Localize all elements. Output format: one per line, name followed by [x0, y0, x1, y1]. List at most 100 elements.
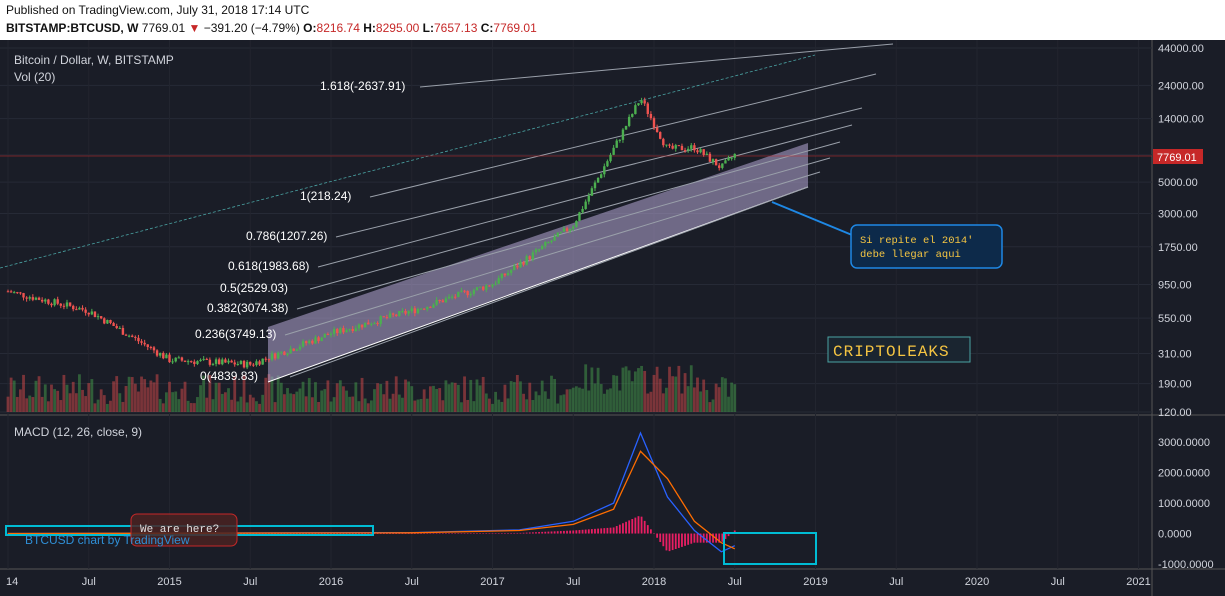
macd-histogram-bar: [472, 533, 475, 534]
volume-bar: [46, 401, 50, 412]
callout-box: [850, 224, 1003, 269]
volume-bar: [87, 383, 91, 412]
volume-bar: [354, 382, 358, 412]
candle-body: [376, 323, 379, 325]
volume-bar: [388, 398, 392, 412]
macd-histogram-bar: [538, 532, 540, 534]
volume-bar: [276, 375, 280, 412]
macd-histogram-bar: [649, 529, 652, 534]
volume-bar: [456, 384, 460, 412]
macd-histogram-bar: [488, 533, 491, 534]
candle-body: [289, 348, 292, 354]
macd-histogram-bar: [407, 533, 410, 534]
volume-bar: [205, 397, 209, 412]
volume-bar: [143, 379, 147, 412]
volume-bar: [37, 376, 41, 412]
volume-bar: [534, 391, 538, 412]
macd-histogram-bar: [547, 531, 550, 534]
macd-histogram-bar: [541, 531, 544, 534]
volume-bar: [373, 389, 376, 412]
macd-histogram-bar: [646, 525, 649, 534]
candle-body: [565, 228, 569, 231]
macd-histogram-bar: [594, 528, 596, 534]
volume-bar: [565, 389, 569, 412]
volume-bar: [696, 377, 699, 412]
volume-bar: [447, 384, 451, 412]
candle-body: [59, 303, 62, 306]
candle-body: [718, 165, 721, 168]
volume-bar: [401, 397, 404, 412]
candle-body: [469, 293, 472, 296]
macd-histogram-bar: [581, 529, 584, 534]
volume-bar: [56, 390, 60, 412]
candle-body: [463, 290, 466, 292]
candle-body: [649, 113, 653, 119]
volume-bar: [385, 380, 389, 412]
volume-bar: [630, 381, 634, 412]
volume-bar: [217, 382, 221, 412]
candle-body: [491, 284, 494, 287]
candle-body: [646, 103, 649, 114]
macd-histogram-bar: [364, 533, 367, 534]
candle-body: [214, 359, 218, 364]
candle-body: [84, 309, 87, 313]
macd-tick-label: 3000.0000: [1158, 437, 1210, 449]
volume-bar: [643, 370, 647, 412]
time-tick-label: Jul: [566, 576, 580, 588]
candle-body: [488, 285, 491, 287]
volume-bar: [559, 395, 563, 412]
fib-label: 0.236(3749.13): [195, 327, 276, 341]
candle-body: [379, 316, 382, 324]
volume-bar: [674, 376, 678, 412]
candle-body: [99, 316, 103, 319]
candle-body: [258, 361, 261, 365]
volume-bar: [304, 396, 308, 412]
volume-bar: [342, 386, 345, 412]
candle-body: [367, 322, 370, 325]
candle-body: [78, 307, 81, 310]
volume-bar: [428, 386, 432, 412]
high-label: H:: [363, 21, 376, 35]
volume-bar: [351, 396, 355, 412]
volume-bar: [133, 383, 137, 412]
macd-histogram-bar: [404, 533, 407, 534]
macd-tick-label: 0.0000: [1158, 529, 1192, 541]
macd-histogram-bar: [342, 533, 345, 534]
candle-body: [525, 256, 528, 265]
candle-body: [329, 333, 333, 335]
candle-body: [503, 273, 507, 276]
candle-body: [47, 299, 50, 304]
candle-body: [516, 265, 519, 268]
candle-body: [208, 359, 212, 365]
candle-body: [112, 323, 115, 327]
macd-histogram-bar: [302, 533, 304, 534]
volume-bar: [115, 376, 119, 412]
chart-canvas[interactable]: 0(4839.83) 0.236(3749.13) 0.382(3074.38) 0.…: [0, 40, 1225, 596]
volume-bar: [78, 374, 81, 412]
volume-bar: [543, 391, 547, 412]
candle-body: [690, 145, 693, 149]
candle-body: [624, 125, 628, 130]
volume-bar: [214, 382, 218, 412]
long-trendline: [0, 54, 816, 269]
volume-bar: [345, 390, 348, 412]
candle-body: [547, 242, 550, 244]
volume-bar: [99, 389, 103, 412]
macd-histogram-bar: [494, 533, 497, 534]
watermark: BTCUSD chart by TradingView: [25, 533, 190, 547]
candle-body: [317, 337, 320, 342]
volume-bar: [699, 391, 702, 412]
candle-body: [537, 249, 541, 251]
volume-bar: [50, 384, 53, 412]
macd-histogram-bar: [479, 533, 481, 534]
macd-histogram-bar: [333, 533, 336, 534]
volume-bar: [84, 396, 88, 412]
candle-body: [631, 114, 634, 117]
macd-histogram-bar: [553, 531, 556, 534]
candle-body: [270, 353, 274, 360]
macd-histogram-bar: [681, 533, 683, 547]
volume-bar: [478, 385, 482, 412]
macd-histogram-bar: [280, 533, 283, 534]
candle-body: [124, 334, 128, 336]
candle-body: [615, 140, 618, 148]
